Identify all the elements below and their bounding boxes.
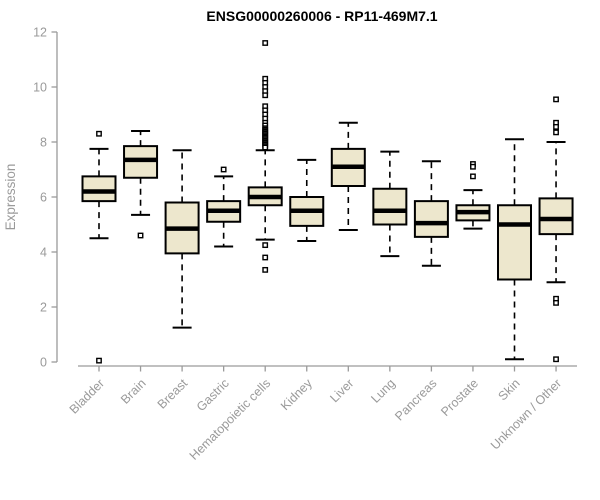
y-tick-label: 0 <box>40 356 47 370</box>
box-kidney <box>289 158 325 242</box>
box-bladder <box>81 130 117 364</box>
outlier-point <box>262 266 269 273</box>
x-tick-label: Liver <box>327 376 356 405</box>
box-skin <box>497 138 532 361</box>
x-tick-label: Prostate <box>438 376 481 419</box>
outlier-point <box>262 254 269 261</box>
outlier-point <box>262 40 269 46</box>
box-unknown-other <box>538 96 574 363</box>
outlier-point <box>262 144 269 151</box>
outlier-point <box>553 356 559 363</box>
outlier-point <box>262 92 269 99</box>
x-tick-label: Skin <box>496 376 523 403</box>
outlier-point <box>262 242 269 249</box>
box-liver <box>330 121 366 231</box>
box-hematopoietic-cells <box>247 40 283 273</box>
outlier-point <box>470 163 476 170</box>
y-tick-label: 10 <box>33 81 47 95</box>
outlier-point <box>220 166 227 173</box>
y-tick-label: 2 <box>40 301 47 315</box>
iqr-box <box>413 200 449 238</box>
outlier-point <box>553 123 559 130</box>
x-tick-label: Brain <box>118 376 149 407</box>
x-tick-label: Lung <box>368 376 398 406</box>
iqr-box <box>538 197 574 236</box>
box-breast <box>164 149 200 329</box>
x-tick-label: Unknown / Other <box>488 376 564 452</box>
box-prostate <box>455 161 491 230</box>
box-brain <box>123 130 159 239</box>
iqr-box <box>372 187 408 226</box>
outlier-point <box>137 232 144 239</box>
box-pancreas <box>413 160 449 267</box>
x-tick-label: Pancreas <box>392 376 439 423</box>
chart-title: ENSG00000260006 - RP11-469M7.1 <box>206 8 437 24</box>
outlier-point <box>96 130 102 137</box>
x-tick-label: Kidney <box>278 376 315 413</box>
x-tick-label: Bladder <box>67 376 107 416</box>
iqr-box <box>497 204 532 281</box>
iqr-box <box>81 175 117 203</box>
y-tick-label: 12 <box>33 26 47 40</box>
outlier-point <box>553 299 559 306</box>
x-tick-label: Breast <box>155 376 191 412</box>
outlier-point <box>470 173 476 180</box>
box-lung <box>372 150 408 258</box>
y-tick-label: 8 <box>40 136 47 150</box>
outlier-point <box>553 96 559 103</box>
box-gastric <box>206 166 242 248</box>
y-tick-label: 6 <box>40 191 47 205</box>
outlier-point <box>96 357 102 364</box>
x-tick-label: Gastric <box>194 376 232 414</box>
x-tick-label: Hematopoietic cells <box>187 376 274 463</box>
outlier-point <box>553 129 559 136</box>
y-axis-title: Expression <box>3 164 18 231</box>
y-tick-label: 4 <box>40 246 47 260</box>
